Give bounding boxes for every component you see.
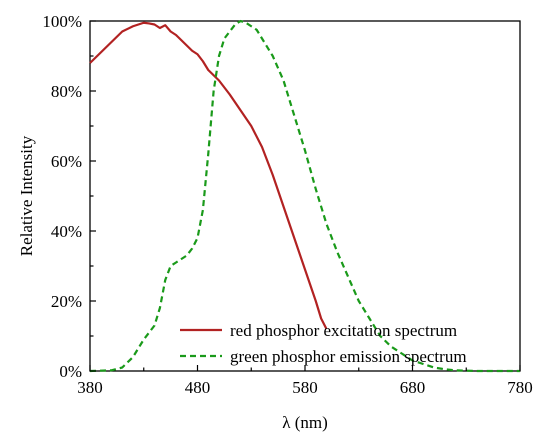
legend-label-2: green phosphor emission spectrum: [230, 347, 467, 366]
series-layer: [89, 19, 520, 373]
plot-area: 380 480 580 680 780 0% 20% 40% 60% 80% 100%: [42, 12, 532, 397]
y-tick-label: 40%: [51, 222, 82, 241]
y-tick-label: 0%: [59, 362, 82, 381]
y-axis-ticks: 0% 20% 40% 60% 80% 100%: [42, 12, 96, 381]
x-axis-ticks: 380 480 580 680 780: [77, 365, 533, 397]
legend: red phosphor excitation spectrum green ph…: [180, 321, 467, 366]
y-tick-label: 80%: [51, 82, 82, 101]
series-line-2: [89, 19, 520, 373]
series-line-1: [89, 21, 328, 330]
x-tick-label: 680: [400, 378, 426, 397]
legend-label-1: red phosphor excitation spectrum: [230, 321, 457, 340]
x-axis-title: λ (nm): [282, 413, 328, 432]
y-tick-label: 60%: [51, 152, 82, 171]
x-tick-label: 380: [77, 378, 103, 397]
x-tick-label: 580: [292, 378, 318, 397]
x-tick-label: 780: [507, 378, 533, 397]
y-tick-label: 20%: [51, 292, 82, 311]
plot-frame: [89, 20, 521, 372]
y-axis-title: Relative Intensity: [17, 135, 36, 256]
y-tick-label: 100%: [42, 12, 82, 31]
x-tick-label: 480: [185, 378, 211, 397]
